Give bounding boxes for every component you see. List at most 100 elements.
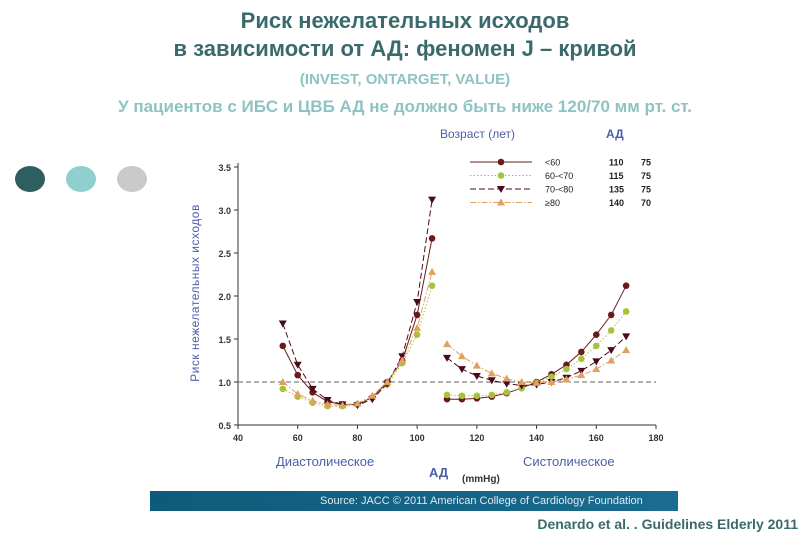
x-tick-label: 180 — [648, 433, 663, 443]
decorative-dot-teal — [66, 166, 96, 192]
series-0-systolic-point — [607, 311, 615, 319]
x-axis-label-unit: (mmHg) — [462, 474, 500, 485]
series-1-systolic-point — [592, 342, 600, 350]
legend-label-1: 60-<70 — [545, 171, 573, 181]
series-3-diastolic-point — [353, 399, 362, 407]
series-1-systolic-point — [458, 392, 466, 400]
x-tick-label: 140 — [529, 433, 544, 443]
series-3-systolic-point — [517, 378, 526, 385]
series-3-diastolic-point — [338, 401, 347, 409]
series-1-diastolic-point — [279, 385, 287, 393]
legend-label-0: <60 — [545, 158, 560, 168]
x-tick-label: 40 — [233, 433, 243, 443]
note-subtitle: У пациентов с ИБС и ЦВБ АД не должно быт… — [118, 97, 692, 116]
series-2-systolic-point — [592, 358, 601, 366]
y-tick-label: 2.5 — [218, 249, 231, 259]
series-0-diastolic-point — [413, 311, 421, 319]
source-bar: Source: JACC © 2011 American College of … — [150, 491, 678, 511]
series-2-diastolic-line — [282, 199, 433, 406]
x-tick-label: 120 — [469, 433, 484, 443]
series-2-systolic-point — [443, 354, 451, 362]
series-2-diastolic-point — [413, 299, 422, 307]
x-tick-label: 160 — [589, 433, 604, 443]
series-0-diastolic-line — [282, 238, 433, 405]
series-3-diastolic-point — [398, 356, 407, 364]
series-3-systolic-point — [472, 361, 481, 369]
legend-bp-sys-2: 135 — [609, 185, 624, 195]
series-3-diastolic-point — [308, 396, 317, 404]
y-tick-label: 0.5 — [218, 421, 231, 431]
series-3-systolic-point — [443, 340, 451, 348]
y-tick-label: 1.5 — [218, 335, 231, 345]
series-2-diastolic-point — [293, 361, 302, 369]
source-text: Source: JACC © 2011 American College of … — [320, 495, 643, 507]
series-2-diastolic-point — [428, 196, 437, 204]
series-3-systolic-point — [592, 365, 601, 373]
legend-label-3: ≥80 — [545, 198, 560, 208]
decorative-dot-dark — [15, 166, 45, 192]
series-1-diastolic-point — [413, 331, 421, 339]
series-1-systolic-point — [443, 391, 451, 399]
legend-marker-1 — [497, 172, 505, 179]
legend-marker-3 — [497, 198, 505, 206]
series-2-systolic-point — [487, 377, 496, 385]
series-0-diastolic-point — [279, 342, 287, 350]
series-3-systolic-point — [577, 371, 586, 379]
series-1-systolic-point — [578, 355, 585, 363]
y-tick-label: 3.5 — [218, 163, 231, 173]
series-1-systolic-point — [473, 392, 481, 400]
series-3-diastolic-point — [383, 378, 392, 385]
slide-title-line1: Риск нежелательных исходов — [240, 8, 570, 33]
series-1-diastolic-line — [282, 285, 433, 407]
series-0-systolic-point — [592, 331, 600, 339]
series-0-systolic-point — [578, 348, 585, 356]
series-3-diastolic-point — [278, 378, 287, 385]
series-3-systolic-point — [562, 375, 571, 383]
legend-label-2: 70-<80 — [545, 185, 573, 195]
series-3-systolic-line — [446, 343, 627, 384]
legend-bp-sys-3: 140 — [609, 198, 624, 208]
legend-bp-dia-1: 75 — [641, 171, 651, 181]
series-1-systolic-point — [503, 389, 511, 396]
legend-bp-dia-3: 70 — [641, 198, 651, 208]
x-axis-label-bp: АД — [429, 465, 449, 480]
series-3-diastolic-point — [323, 400, 332, 408]
x-tick-label: 80 — [352, 433, 362, 443]
series-1-systolic-point — [488, 391, 496, 399]
series-3-systolic-point — [532, 378, 541, 386]
series-1-systolic-point — [607, 327, 615, 334]
series-3-systolic-point — [622, 346, 631, 354]
series-2-diastolic-point — [308, 385, 317, 393]
series-0-systolic-point — [622, 282, 630, 289]
studies-subtitle: (INVEST, ONTARGET, VALUE) — [299, 71, 511, 88]
series-2-systolic-line — [446, 336, 627, 386]
y-axis-label: Риск нежелательных исходов — [188, 204, 202, 382]
legend-bp-sys-1: 115 — [609, 171, 624, 181]
x-tick-label: 100 — [410, 433, 425, 443]
series-3-diastolic-point — [428, 267, 437, 275]
legend-marker-2 — [497, 186, 505, 193]
series-1-systolic-point — [563, 365, 570, 373]
series-1-systolic-point — [622, 308, 630, 315]
series-1-diastolic-point — [428, 282, 436, 289]
diastolic-label: Диастолическое — [276, 454, 374, 469]
series-1-systolic-point — [548, 373, 555, 381]
series-2-diastolic-point — [278, 320, 287, 328]
series-3-systolic-point — [457, 352, 466, 360]
series-3-systolic-point — [502, 374, 511, 382]
series-3-systolic-point — [487, 369, 496, 377]
series-2-systolic-point — [607, 347, 616, 355]
series-2-systolic-point — [622, 333, 631, 341]
legend-bp-dia-2: 75 — [641, 185, 651, 195]
series-3-systolic-point — [547, 378, 556, 385]
series-0-diastolic-point — [428, 235, 436, 242]
legend-bp-header: АД — [606, 127, 624, 141]
y-tick-label: 1.0 — [218, 378, 231, 388]
series-3-systolic-point — [607, 356, 616, 364]
series-2-systolic-point — [502, 380, 511, 388]
y-tick-label: 2.0 — [218, 292, 231, 302]
series-2-systolic-point — [472, 372, 481, 380]
legend-bp-dia-0: 75 — [641, 158, 651, 168]
legend-marker-0 — [497, 158, 505, 166]
